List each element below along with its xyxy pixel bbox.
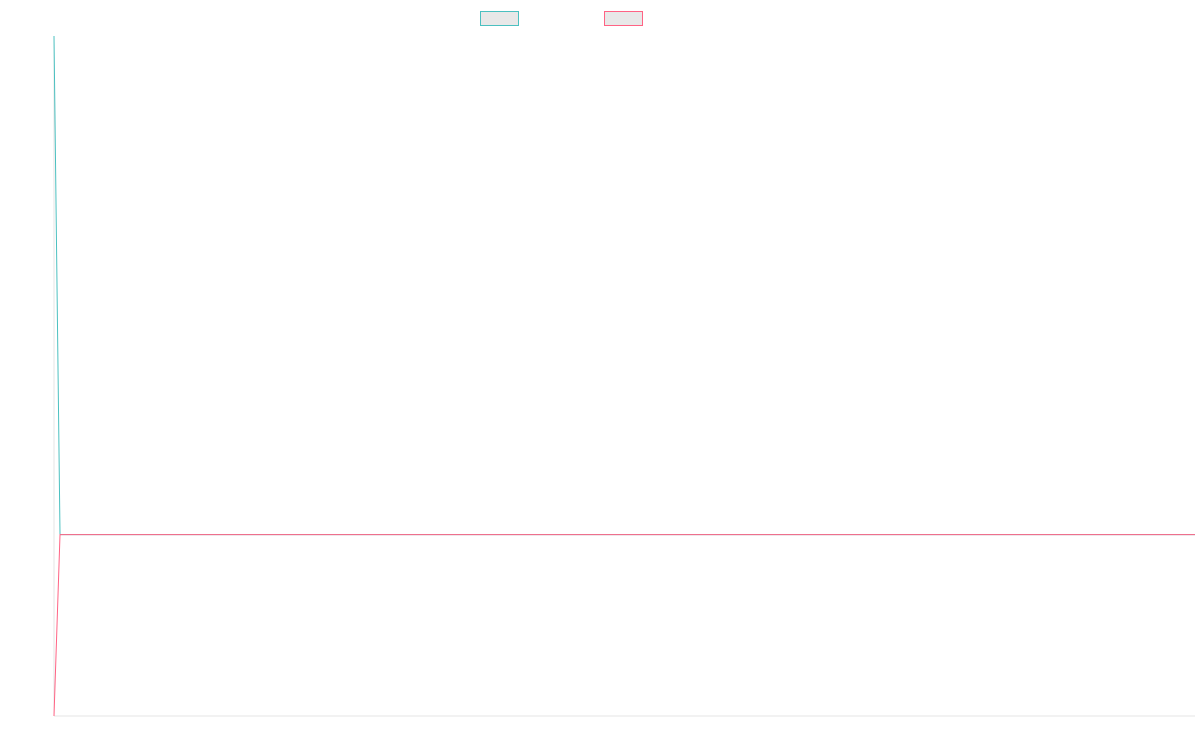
chart-legend (0, 9, 1200, 27)
series-line-2[interactable] (53, 534, 1195, 717)
series-layer (53, 35, 1195, 717)
legend-swatch-series-1 (480, 10, 519, 26)
legend-item-series-1[interactable] (480, 9, 527, 27)
legend-item-series-2[interactable] (604, 9, 651, 27)
legend-swatch-series-2 (604, 10, 643, 26)
series-line-1[interactable] (53, 35, 1195, 536)
